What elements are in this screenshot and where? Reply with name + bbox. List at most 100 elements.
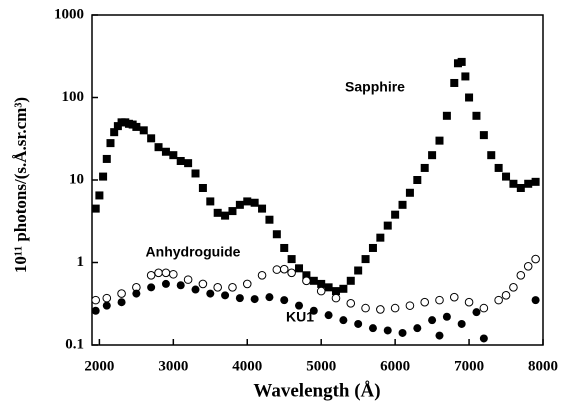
data-point [147,283,156,292]
data-point [169,269,178,279]
data-point [465,93,474,102]
data-point [376,233,385,242]
data-point [183,275,193,284]
data-point [213,208,222,217]
data-point [154,143,163,152]
y-tick-label: 1000 [54,6,84,22]
data-point [472,308,481,317]
data-point [449,292,459,302]
data-point [368,324,377,333]
y-tick-label: 1 [77,254,85,270]
data-point [346,276,355,285]
data-point [428,316,437,325]
data-point [272,230,281,239]
data-point [509,179,518,188]
data-point [450,78,459,87]
data-point [198,279,208,289]
data-point [91,295,100,305]
y-axis-label: 10¹¹ photons/(s.Å.sr.cm³) [11,97,30,273]
data-point [361,303,370,313]
data-point [479,334,488,343]
data-point [102,154,111,163]
data-point [346,299,356,308]
data-point [99,172,108,181]
data-point [494,295,503,305]
data-point [117,289,126,298]
annotation: Anhydroguide [146,244,241,260]
data-point [516,183,525,192]
data-point [91,204,100,213]
x-axis-label: Wavelength (Å) [253,380,380,401]
data-point [457,319,466,328]
data-point [154,268,163,278]
data-point [161,147,170,156]
data-point [287,255,296,264]
data-point [316,286,326,296]
data-point [464,297,474,307]
x-tick-label: 2000 [84,358,114,374]
data-point [102,301,111,310]
data-point [472,111,481,120]
data-point [398,328,407,337]
data-point [161,268,171,278]
data-point [132,289,141,298]
data-point [531,296,540,305]
data-point [383,326,392,335]
data-point [509,283,518,292]
data-point [390,303,400,313]
data-point [257,270,267,280]
data-point [265,293,274,302]
x-tick-label: 4000 [232,358,262,374]
data-point [191,169,200,178]
data-point [339,316,348,325]
data-point [516,270,526,280]
data-point [117,298,126,307]
data-point [420,163,429,172]
data-point [428,151,437,160]
data-point [243,197,252,206]
data-point [435,136,444,145]
data-point [206,197,215,206]
data-point [405,301,415,310]
data-point [147,134,156,143]
data-point [228,207,237,216]
data-point [494,163,503,172]
data-point [331,287,340,296]
data-point [376,305,385,314]
annotation: KU1 [286,309,314,325]
data-point [487,151,496,160]
data-point [479,131,488,140]
data-point [413,176,422,184]
data-point [442,111,451,120]
data-point [391,210,400,219]
x-tick-label: 6000 [380,358,410,374]
data-point [280,296,289,305]
data-point [501,291,511,300]
data-point [435,331,444,340]
data-point [242,279,252,289]
data-point [309,306,318,315]
data-point [398,200,407,209]
data-point [324,283,333,292]
data-point [265,215,274,224]
data-point [161,279,170,288]
data-point [176,281,185,290]
data-point [405,188,414,197]
plot-frame [91,14,544,346]
data-point [221,291,230,300]
data-point [184,159,193,168]
data-point [176,156,185,165]
data-point [339,284,348,293]
data-point [235,294,244,303]
data-point [354,319,363,328]
data-point [331,293,341,303]
data-point [531,177,540,186]
data-point [250,295,259,304]
annotation: Sapphire [345,79,405,95]
data-point [368,243,377,252]
data-point [91,306,100,315]
data-point [110,128,119,137]
data-point [302,276,311,286]
data-point [258,204,267,213]
